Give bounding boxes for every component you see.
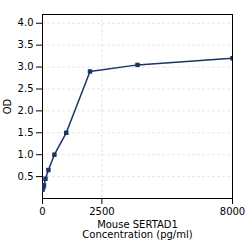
svg-text:Mouse SERTAD1Concentration (pg: Mouse SERTAD1Concentration (pg/ml) — [82, 219, 192, 240]
svg-text:0: 0 — [39, 206, 45, 217]
svg-text:3.0: 3.0 — [18, 61, 34, 72]
svg-text:2.5: 2.5 — [18, 83, 34, 94]
svg-text:OD: OD — [2, 98, 13, 114]
svg-text:0.5: 0.5 — [18, 171, 34, 182]
svg-text:1.0: 1.0 — [18, 149, 34, 160]
svg-text:3.5: 3.5 — [18, 39, 34, 50]
svg-text:2.0: 2.0 — [18, 105, 34, 116]
svg-text:2500: 2500 — [89, 206, 114, 217]
svg-text:8000: 8000 — [220, 206, 245, 217]
svg-text:1.5: 1.5 — [18, 127, 34, 138]
svg-text:4.0: 4.0 — [18, 17, 34, 28]
